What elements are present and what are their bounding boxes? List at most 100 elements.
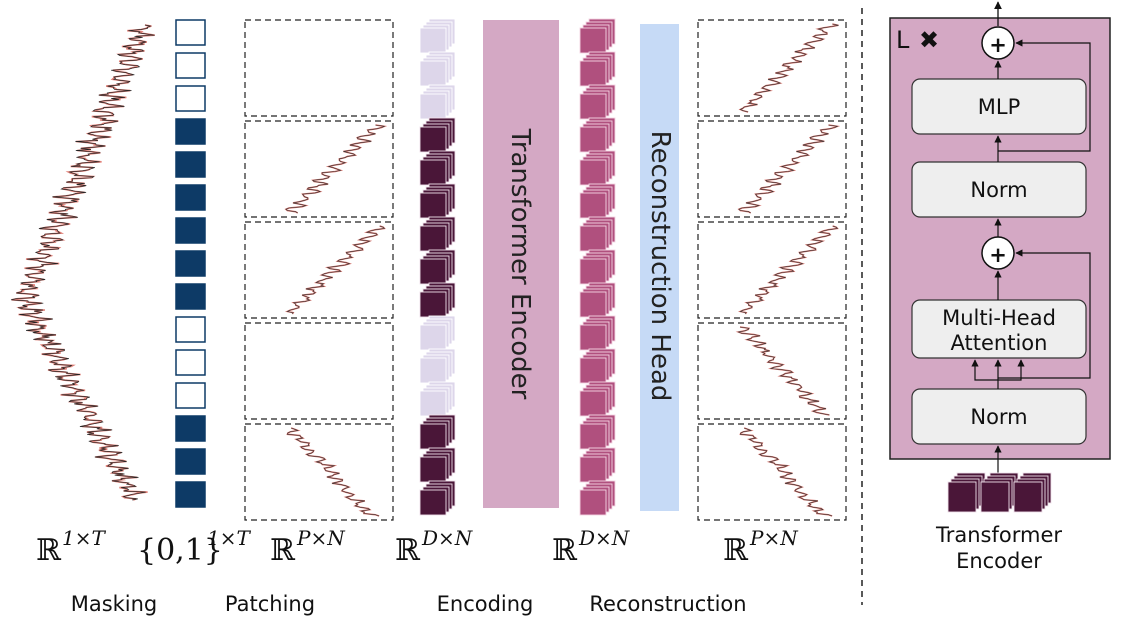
patch-box bbox=[697, 423, 847, 521]
patch-box bbox=[244, 221, 394, 319]
residual-add-top-symbol: + bbox=[989, 33, 1007, 57]
patch-signal-shadow bbox=[286, 225, 385, 315]
embedding-cube bbox=[579, 390, 607, 417]
stage-label-encoding: Encoding bbox=[437, 592, 534, 616]
encoder-caption-line2: Encoder bbox=[956, 549, 1042, 573]
embedding-cube bbox=[419, 423, 447, 450]
residual-add-top-icon bbox=[981, 26, 1015, 60]
mask-cell-masked bbox=[175, 85, 206, 112]
patch-space-superscript: P×N bbox=[296, 526, 346, 550]
series-space-symbol: ℝ bbox=[36, 533, 62, 568]
reconstruction-head-block bbox=[640, 24, 679, 511]
embedding-cube bbox=[579, 456, 607, 483]
embedding-cube bbox=[1013, 481, 1043, 513]
mask-cell-observed bbox=[175, 481, 206, 508]
mask-cell-masked bbox=[175, 349, 206, 376]
embedding-cube bbox=[579, 126, 607, 153]
reconstruction-head-label: Reconstruction Head bbox=[645, 131, 675, 402]
embedding-cube bbox=[419, 60, 447, 87]
transformer-encoder-label: Transformer Encoder bbox=[505, 128, 535, 400]
patch-box bbox=[244, 19, 394, 117]
mask-cell-observed bbox=[175, 448, 206, 475]
repeat-multiply-icon: ✖ bbox=[919, 26, 939, 54]
mask-cell-masked bbox=[175, 316, 206, 343]
embedding-cube bbox=[419, 456, 447, 483]
stage-label-masking: Masking bbox=[71, 592, 158, 616]
mask-column bbox=[175, 19, 206, 508]
embedding-cube bbox=[579, 192, 607, 219]
mask-cell-masked bbox=[175, 52, 206, 79]
stage-label-reconstruction: Reconstruction bbox=[589, 592, 746, 616]
patch-box bbox=[697, 120, 847, 218]
embedding-cube bbox=[419, 489, 447, 516]
math-annotations: ℝ 1×T {0,1} 1×T ℝ P×N ℝ D×N ℝ D×N ℝ P×N bbox=[36, 526, 799, 568]
embedding-cube bbox=[419, 192, 447, 219]
embedding-cube bbox=[579, 291, 607, 318]
patch-signal-shadow bbox=[740, 427, 833, 517]
mlp-box bbox=[911, 78, 1087, 135]
embedding-cube bbox=[579, 60, 607, 87]
encoder-detail-panel: L ✖ + MLP Norm + Multi-Head Attention No… bbox=[889, 1, 1111, 573]
mlp-label: MLP bbox=[978, 95, 1020, 119]
patch-signal-shadow bbox=[739, 23, 839, 113]
mask-cell-observed bbox=[175, 184, 206, 211]
embedding-cube bbox=[947, 481, 977, 513]
repeat-count-label: L bbox=[896, 26, 910, 54]
transformer-encoder-block bbox=[483, 20, 559, 508]
embedding-cube bbox=[419, 291, 447, 318]
embedding-cube bbox=[579, 324, 607, 351]
encoder-connectors bbox=[971, 39, 1091, 477]
patch-signal-shadow bbox=[739, 225, 838, 315]
norm-bottom-box bbox=[911, 388, 1087, 445]
patch-box bbox=[697, 322, 847, 420]
norm-top-label: Norm bbox=[970, 178, 1027, 202]
encoding-space-symbol: ℝ bbox=[395, 533, 421, 568]
embedding-cube bbox=[579, 93, 607, 120]
norm-bottom-label: Norm bbox=[970, 405, 1027, 429]
mask-cell-observed bbox=[175, 217, 206, 244]
recon-patch-space-symbol: ℝ bbox=[723, 533, 749, 568]
embedding-cube bbox=[579, 357, 607, 384]
attention-label-line2: Attention bbox=[951, 331, 1048, 355]
embedding-cube bbox=[419, 93, 447, 120]
patch-space-symbol: ℝ bbox=[270, 533, 296, 568]
encoding-space-superscript: D×N bbox=[421, 526, 474, 550]
patch-box bbox=[244, 423, 394, 521]
series-space-superscript: 1×T bbox=[62, 526, 106, 550]
recon-patch-space-superscript: P×N bbox=[749, 526, 799, 550]
embedding-cube bbox=[579, 423, 607, 450]
embedding-cube bbox=[579, 489, 607, 516]
patch-column-output bbox=[697, 19, 847, 521]
patch-signal-shadow bbox=[738, 124, 839, 214]
mask-cell-masked bbox=[175, 19, 206, 46]
patch-box bbox=[244, 322, 394, 420]
recon-embed-space-symbol: ℝ bbox=[552, 533, 578, 568]
mask-cell-masked bbox=[175, 382, 206, 409]
patch-box bbox=[244, 120, 394, 218]
residual-add-middle-symbol: + bbox=[989, 243, 1007, 267]
embedding-cube bbox=[419, 159, 447, 186]
embedding-cube bbox=[579, 159, 607, 186]
embedding-cube bbox=[419, 324, 447, 351]
mask-space-superscript: 1×T bbox=[207, 526, 251, 550]
reconstruction-embedding-stacks bbox=[579, 18, 616, 516]
mask-cell-observed bbox=[175, 118, 206, 145]
stage-label-patching: Patching bbox=[225, 592, 315, 616]
attention-box bbox=[911, 299, 1087, 359]
embedding-cube bbox=[419, 225, 447, 252]
encoding-stacks bbox=[419, 18, 456, 516]
mask-cell-observed bbox=[175, 151, 206, 178]
embedding-cube bbox=[980, 481, 1010, 513]
mask-cell-observed bbox=[175, 415, 206, 442]
embedding-cube bbox=[419, 27, 447, 54]
patch-column-input bbox=[244, 19, 394, 521]
embedding-cube bbox=[579, 27, 607, 54]
encoder-caption-line1: Transformer bbox=[935, 523, 1062, 547]
attention-label-line1: Multi-Head bbox=[942, 306, 1056, 330]
patch-signal-shadow bbox=[287, 427, 380, 517]
time-series-signal bbox=[10, 24, 155, 501]
mask-space-symbol: {0,1} bbox=[137, 533, 223, 568]
patch-signal-shadow bbox=[737, 326, 830, 416]
embedding-cube bbox=[579, 258, 607, 285]
